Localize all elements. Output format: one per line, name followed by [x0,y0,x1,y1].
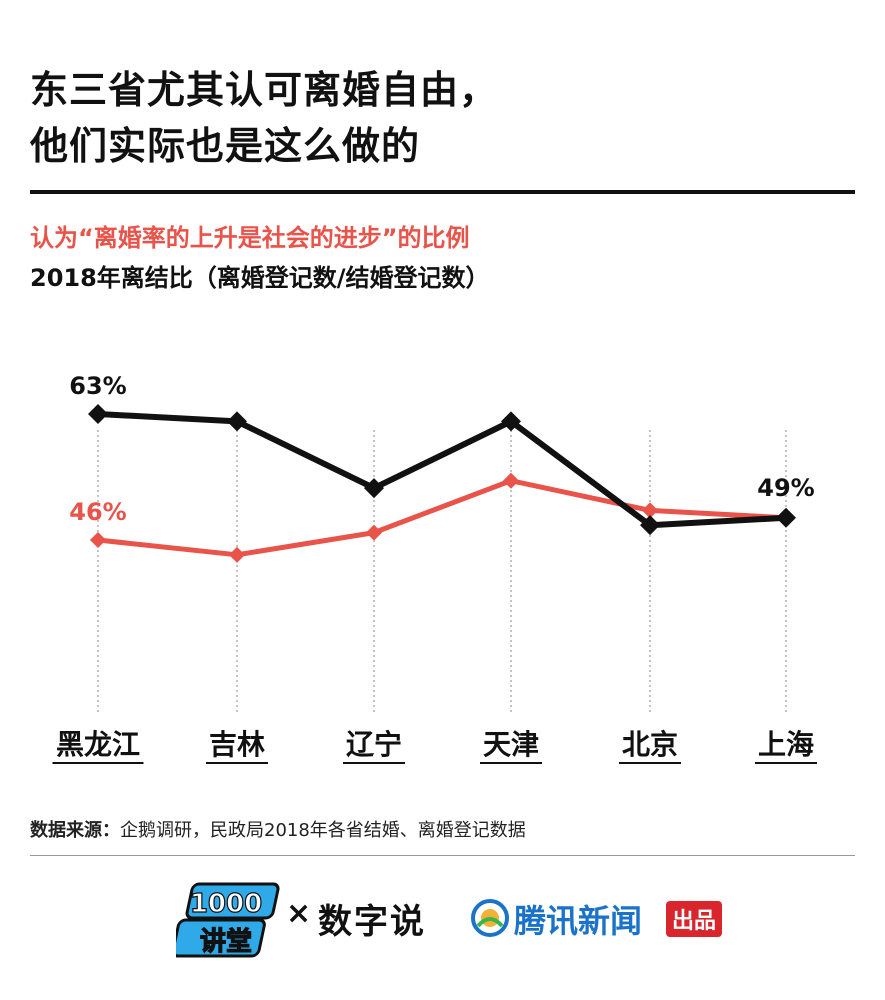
data-point-s0-1 [227,411,247,432]
legend-series-red: 认为“离婚率的上升是社会的进步”的比例 [30,224,470,252]
data-label-2: 49% [757,474,814,502]
tencent-news-name: 腾讯新闻 [514,902,643,940]
data-point-s1-2 [366,524,382,541]
footer-divider [30,855,855,856]
data-point-s1-1 [229,546,245,563]
category-label-1: 吉林 [209,728,265,761]
data-label-0: 63% [69,372,126,400]
times-sign: × [286,896,312,931]
logo-1000-text: 1000 [190,889,262,919]
data-point-s0-0 [88,404,108,424]
series-line-0 [97,411,787,529]
category-label-2: 辽宁 [346,728,402,761]
tencent-news-icon [471,899,509,937]
category-label-3: 天津 [483,728,539,761]
title-line-2: 他们实际也是这么做的 [30,124,421,168]
source-text: 企鹅调研，民政局2018年各省结婚、离婚登记数据 [120,820,526,841]
data-point-s1-0 [90,532,106,548]
logo-shuzi: 数字说 [318,902,426,942]
data-point-s1-4 [642,502,658,519]
series-line-1 [97,478,787,558]
data-label-1: 46% [69,498,126,526]
logo-1000-icon: 1000 讲堂 [176,882,280,958]
data-point-s0-3 [501,411,521,432]
source-label: 数据来源： [30,820,120,841]
data-point-s0-2 [364,478,384,499]
legend-series-black: 2018年离结比（离婚登记数/结婚登记数） [30,264,490,292]
category-label-5: 上海 [758,728,814,761]
data-point-s1-3 [503,472,519,489]
chart-title: 东三省尤其认可离婚自由， 他们实际也是这么做的 [30,62,498,174]
category-label-0: 黑龙江 [56,728,140,761]
logo-1000-subtext: 讲堂 [200,927,252,957]
data-point-s0-5 [776,507,796,528]
line-chart: 63% 46% 49% 黑龙江 吉林 辽宁 天津 北京 上海 [52,372,817,764]
data-source: 数据来源：企鹅调研，民政局2018年各省结婚、离婚登记数据 [30,816,526,842]
tencent-news-logo: 腾讯新闻 出品 [470,894,750,944]
produced-badge: 出品 [666,901,723,937]
title-divider [30,190,855,194]
category-label-4: 北京 [622,728,678,761]
data-point-s0-4 [640,515,660,536]
title-line-1: 东三省尤其认可离婚自由， [30,68,499,112]
footer: 1000 讲堂 × 数字说 腾讯新闻 出品 [0,868,885,978]
